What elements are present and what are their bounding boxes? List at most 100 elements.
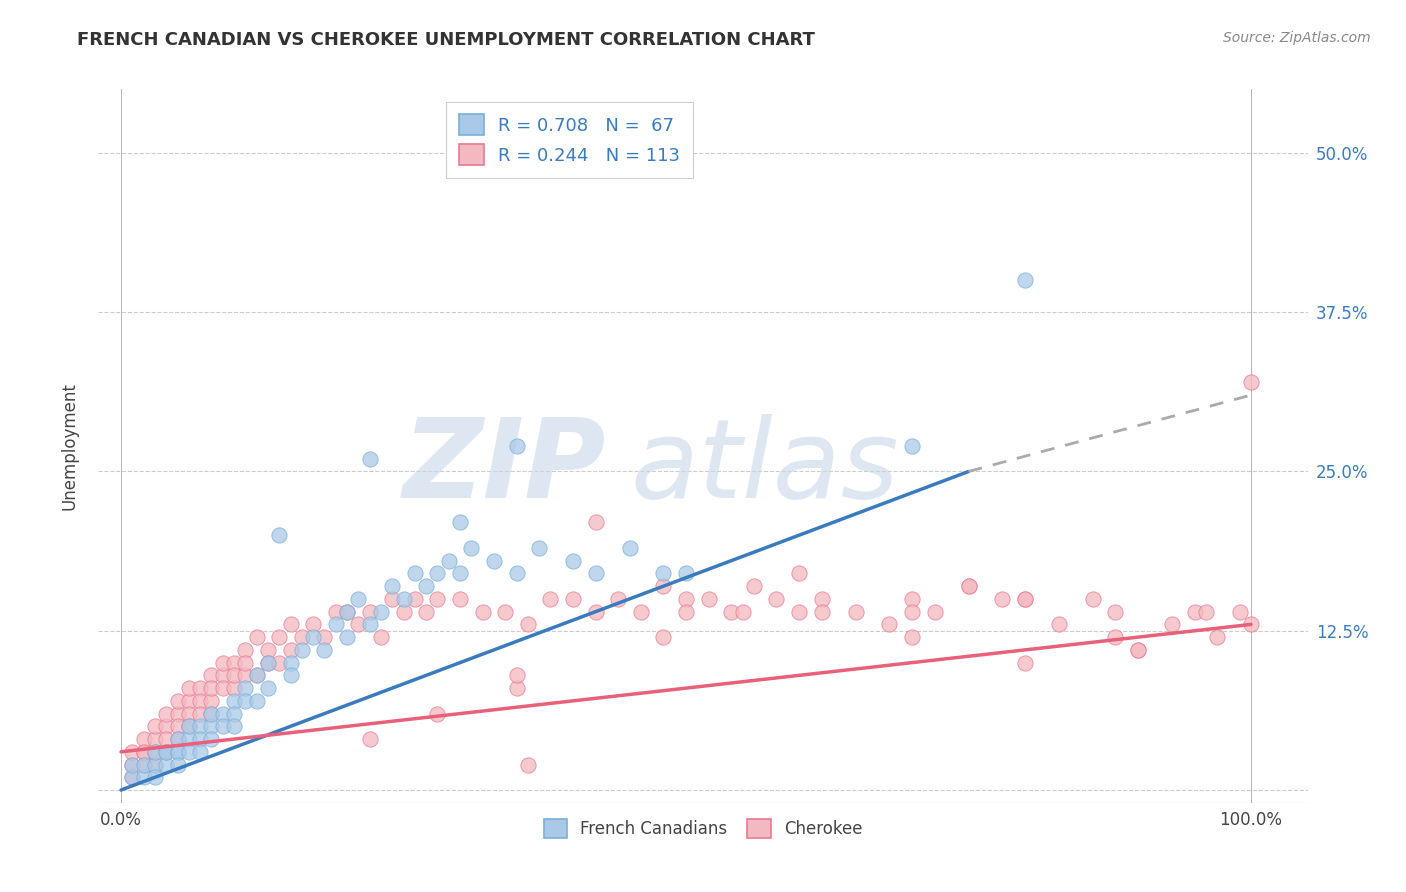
Point [177,719,200,733]
Point [336,630,359,644]
Point [222,656,245,670]
Point [505,439,527,453]
Point [257,681,280,695]
Point [585,516,607,530]
Point [957,579,980,593]
Point [370,605,392,619]
Point [211,668,233,682]
Point [359,732,381,747]
Y-axis label: Unemployment: Unemployment [60,382,79,510]
Point [562,591,585,606]
Point [188,745,211,759]
Point [166,706,188,721]
Point [143,757,166,772]
Point [132,745,155,759]
Point [426,706,449,721]
Point [166,719,188,733]
Point [280,668,302,682]
Point [325,617,347,632]
Point [1104,605,1126,619]
Point [1126,643,1149,657]
Point [415,579,437,593]
Point [901,439,924,453]
Point [155,745,177,759]
Point [1104,630,1126,644]
Legend: French Canadians, Cherokee: French Canadians, Cherokee [537,812,869,845]
Point [166,745,188,759]
Point [143,732,166,747]
Point [132,757,155,772]
Point [347,591,370,606]
Point [1206,630,1229,644]
Point [742,579,765,593]
Point [585,605,607,619]
Point [720,605,742,619]
Point [132,757,155,772]
Point [246,668,269,682]
Point [787,605,810,619]
Point [155,745,177,759]
Point [177,694,200,708]
Point [211,719,233,733]
Point [211,706,233,721]
Point [211,656,233,670]
Point [787,566,810,581]
Point [1184,605,1206,619]
Point [143,770,166,784]
Point [222,668,245,682]
Point [121,770,143,784]
Point [527,541,550,555]
Point [404,566,426,581]
Text: Source: ZipAtlas.com: Source: ZipAtlas.com [1223,31,1371,45]
Point [901,591,924,606]
Point [482,554,505,568]
Point [233,668,256,682]
Point [1014,273,1036,287]
Point [901,630,924,644]
Point [177,719,200,733]
Point [675,591,697,606]
Point [257,656,280,670]
Point [562,554,585,568]
Point [449,591,471,606]
Point [336,605,359,619]
Point [1240,617,1263,632]
Point [471,605,494,619]
Text: atlas: atlas [630,414,898,521]
Point [269,656,291,670]
Point [675,605,697,619]
Point [404,591,426,606]
Point [879,617,901,632]
Point [166,745,188,759]
Point [314,643,336,657]
Point [1014,656,1036,670]
Point [177,706,200,721]
Point [415,605,437,619]
Point [1161,617,1184,632]
Point [155,745,177,759]
Point [143,745,166,759]
Point [1240,376,1263,390]
Point [233,656,256,670]
Point [222,706,245,721]
Point [1014,591,1036,606]
Point [188,681,211,695]
Point [325,605,347,619]
Point [188,694,211,708]
Point [619,541,641,555]
Point [607,591,630,606]
Point [132,732,155,747]
Point [1047,617,1070,632]
Point [381,591,404,606]
Point [392,591,415,606]
Point [302,630,325,644]
Point [200,694,222,708]
Point [652,566,675,581]
Point [460,541,482,555]
Point [426,591,449,606]
Point [143,719,166,733]
Point [155,719,177,733]
Point [188,706,211,721]
Point [449,516,471,530]
Point [359,605,381,619]
